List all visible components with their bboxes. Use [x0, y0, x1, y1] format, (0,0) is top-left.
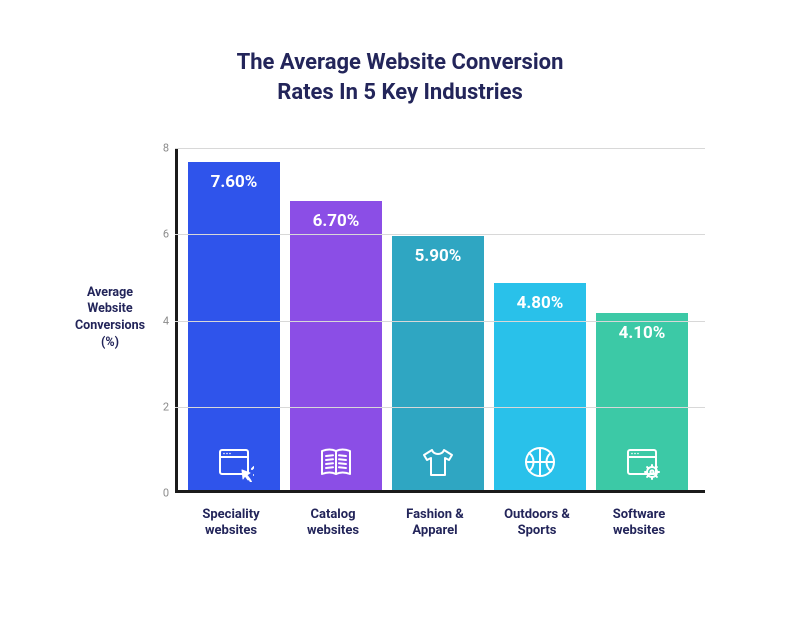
- bar-value-label: 6.70%: [290, 211, 382, 231]
- book-icon: [290, 442, 382, 482]
- gridline: [175, 407, 705, 408]
- x-label-outdoors: Outdoors &Sports: [486, 507, 588, 540]
- y-tick: 8: [149, 142, 169, 155]
- gridline: [175, 321, 705, 322]
- y-axis-label: Average Website Conversions (%): [60, 285, 160, 353]
- y-tick: 0: [149, 487, 169, 500]
- gridline: [175, 234, 705, 235]
- bar-catalog: 6.70%: [290, 201, 382, 490]
- bar-value-label: 7.60%: [188, 172, 280, 192]
- tshirt-icon: [392, 442, 484, 482]
- x-label-fashion: Fashion &Apparel: [384, 507, 486, 540]
- x-label-catalog: Catalogwebsites: [282, 507, 384, 540]
- bar-value-label: 4.80%: [494, 293, 586, 313]
- chart-title-line1: The Average Website Conversion: [237, 50, 564, 75]
- bar-software: 4.10%: [596, 313, 688, 490]
- bar-value-label: 4.10%: [596, 323, 688, 343]
- y-tick: 4: [149, 314, 169, 327]
- x-label-speciality: Specialitywebsites: [180, 507, 282, 540]
- y-tick: 2: [149, 400, 169, 413]
- x-label-software: Softwarewebsites: [588, 507, 690, 540]
- y-tick: 6: [149, 228, 169, 241]
- gridline: [175, 148, 705, 149]
- bar-fashion: 5.90%: [392, 236, 484, 490]
- chart-title: The Average Website Conversion Rates In …: [0, 0, 800, 107]
- browser-gear-icon: [596, 442, 688, 482]
- bar-speciality: 7.60%: [188, 162, 280, 490]
- chart-area: 7.60%6.70%5.90%4.80%4.10% Average Websit…: [175, 148, 705, 493]
- browser-click-icon: [188, 442, 280, 482]
- basketball-icon: [494, 442, 586, 482]
- bar-outdoors: 4.80%: [494, 283, 586, 490]
- bar-value-label: 5.90%: [392, 246, 484, 266]
- chart-title-line2: Rates In 5 Key Industries: [277, 80, 523, 105]
